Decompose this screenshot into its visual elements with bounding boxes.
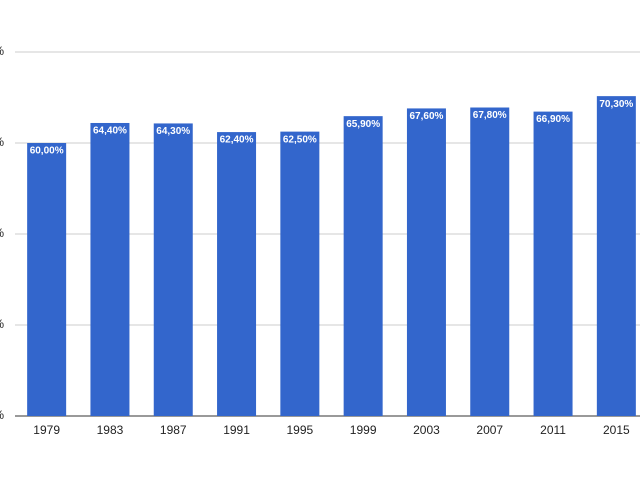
value-label: 66,90% <box>536 114 570 125</box>
x-tick-label: 1987 <box>160 423 187 437</box>
bar <box>27 143 67 416</box>
value-label: 64,30% <box>156 126 190 137</box>
value-label: 60,00% <box>30 146 64 157</box>
y-tick-label: 60% <box>0 135 4 149</box>
x-tick-label: 1979 <box>33 423 60 437</box>
x-tick-label: 2007 <box>476 423 503 437</box>
value-label: 62,40% <box>220 135 254 146</box>
value-label: 70,30% <box>599 99 633 110</box>
bar <box>153 123 193 416</box>
x-tick-label: 1991 <box>223 423 250 437</box>
value-label: 67,60% <box>409 111 443 122</box>
x-tick-label: 1995 <box>286 423 313 437</box>
x-tick-label: 2015 <box>603 423 630 437</box>
y-tick-label: 40% <box>0 226 4 240</box>
bar <box>343 116 383 416</box>
bar <box>406 108 446 417</box>
x-tick-label: 2011 <box>540 423 566 437</box>
x-tick-label: 1999 <box>350 423 377 437</box>
value-label: 62,50% <box>283 134 317 145</box>
value-label: 65,90% <box>346 119 380 130</box>
x-tick-label: 2003 <box>413 423 440 437</box>
value-label: 67,80% <box>473 110 507 121</box>
value-label: 64,40% <box>93 126 127 137</box>
bar <box>217 132 257 416</box>
x-tick-label: 1983 <box>97 423 124 437</box>
bar <box>280 131 320 416</box>
bar <box>90 122 130 416</box>
bar <box>533 111 573 416</box>
y-tick-label: 20% <box>0 317 4 331</box>
bar <box>470 107 510 416</box>
bar <box>596 96 636 416</box>
y-tick-label: 0% <box>0 408 4 422</box>
y-tick-label: 80% <box>0 44 4 58</box>
